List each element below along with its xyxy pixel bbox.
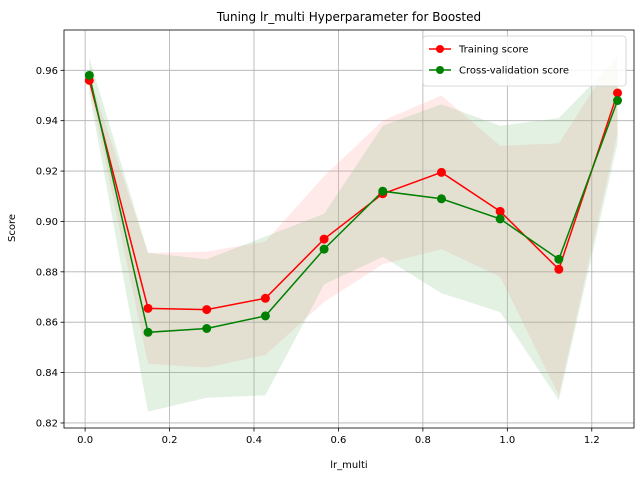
y-tick-label: 0.90 <box>36 217 58 228</box>
data-point <box>613 96 623 106</box>
y-tick-label: 0.88 <box>36 267 58 278</box>
legend-label: Cross-validation score <box>459 66 569 77</box>
series-points <box>84 70 623 337</box>
confidence-bands <box>89 52 618 412</box>
plot-frame <box>63 29 635 429</box>
series-line <box>88 75 619 334</box>
x-tick-label: 0.6 <box>330 435 346 446</box>
y-axis: 0.82 0.84 0.86 0.88 0.90 0.92 0.94 0.96 <box>36 66 64 429</box>
y-tick-label: 0.92 <box>36 167 58 178</box>
data-point <box>436 194 446 204</box>
chart-title: Tuning lr_multi Hyperparameter for Boost… <box>216 10 481 24</box>
confidence-band <box>89 57 618 412</box>
x-axis-label: lr_multi <box>330 460 367 471</box>
legend-box <box>422 35 627 87</box>
series-line <box>88 80 619 311</box>
data-point <box>378 186 388 196</box>
x-tick-label: 0.8 <box>415 435 431 446</box>
data-point <box>436 167 446 177</box>
data-point <box>613 88 623 98</box>
legend-marker <box>436 66 444 74</box>
x-axis: 0.0 0.2 0.4 0.6 0.8 1.0 1.2 <box>77 428 600 446</box>
legend-label: Training score <box>458 45 529 56</box>
y-tick-label: 0.94 <box>36 116 58 127</box>
x-tick-label: 0.2 <box>162 435 178 446</box>
data-point <box>202 324 212 333</box>
x-tick-label: 1.2 <box>584 435 600 446</box>
data-point <box>260 311 270 321</box>
confidence-band <box>89 52 618 396</box>
data-point <box>554 254 564 264</box>
data-point <box>495 214 505 224</box>
y-tick-label: 0.82 <box>36 418 58 429</box>
x-tick-label: 1.0 <box>499 435 515 446</box>
data-point <box>319 244 329 254</box>
data-point <box>143 303 153 313</box>
legend-marker <box>436 45 444 53</box>
series-lines <box>88 75 619 334</box>
data-point <box>202 305 212 315</box>
data-point <box>319 234 329 244</box>
x-tick-label: 0.0 <box>77 435 93 446</box>
y-tick-label: 0.84 <box>36 368 58 379</box>
data-point <box>84 70 94 80</box>
legend: Training score Cross-validation score <box>422 35 627 87</box>
x-tick-label: 0.4 <box>246 435 262 446</box>
data-point <box>143 327 153 337</box>
data-point <box>260 293 270 303</box>
data-point <box>554 264 564 274</box>
y-axis-label: Score <box>7 214 18 242</box>
data-point <box>495 206 505 216</box>
y-tick-label: 0.86 <box>36 318 58 329</box>
grid <box>64 30 634 428</box>
y-tick-label: 0.96 <box>36 66 58 77</box>
